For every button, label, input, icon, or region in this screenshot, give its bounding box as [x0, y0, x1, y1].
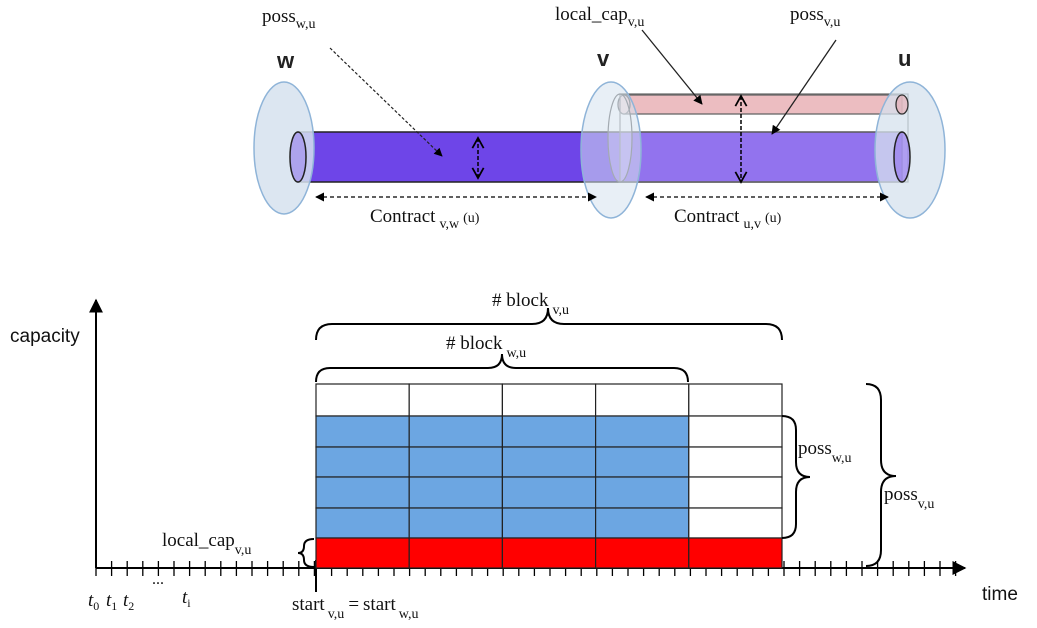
capacity-blocks: [315, 383, 783, 569]
block-cell-empty: [688, 507, 783, 539]
block-cell-poss-wu: [408, 446, 504, 478]
pointer-poss-wu: [329, 47, 443, 157]
y-axis-label: capacity: [10, 326, 80, 347]
tick-ellipsis: ...: [152, 571, 164, 588]
brace-block-vu: [315, 307, 783, 341]
node-v-label: v: [597, 46, 610, 71]
block-cell-empty: [688, 446, 783, 478]
tick-label-t1: t1: [106, 590, 117, 613]
node-w-label: w: [276, 48, 295, 73]
block-cell-poss-wu: [315, 476, 410, 509]
tick-label-t0: t0: [88, 590, 99, 613]
block-cell-poss-wu: [594, 507, 690, 539]
label-block-vu: # block v,u: [492, 290, 569, 318]
tick-label-t2: t2: [123, 590, 134, 613]
outer-tube-v-u: [619, 93, 909, 183]
label-local-cap-bottom: local_capv,u: [162, 530, 251, 558]
label-poss-wu-top: possw,u: [262, 6, 316, 32]
block-cell-poss-wu: [501, 476, 597, 509]
block-cell-local-cap: [688, 537, 783, 569]
block-cell-empty: [688, 415, 783, 448]
brace-poss-vu: [865, 383, 897, 567]
block-cell-local-cap: [594, 537, 690, 569]
block-cell-poss-wu: [594, 476, 690, 509]
block-cell-local-cap: [501, 537, 597, 569]
purple-pipe-left-cap-front: [289, 131, 307, 183]
block-cell-empty: [688, 383, 783, 417]
label-poss-wu-bottom: possw,u: [798, 438, 852, 466]
pipe-diagram: w v u possw,u local_capv,u possv,u Contr…: [253, 4, 946, 232]
block-cell-empty: [688, 476, 783, 509]
timeline-diagram: capacity time # block v,u # block w,u poss…: [10, 290, 1018, 622]
block-cell-empty: [315, 383, 410, 417]
label-start: start v,u = start w,u: [292, 594, 418, 622]
pointer-local-cap: [641, 29, 703, 105]
block-cell-poss-wu: [408, 507, 504, 539]
label-poss-vu-bottom: possv,u: [884, 484, 934, 512]
node-u-label: u: [898, 46, 911, 71]
block-cell-empty: [594, 383, 690, 417]
x-axis-label: time: [982, 584, 1018, 605]
block-cell-poss-wu: [594, 415, 690, 448]
block-cell-poss-wu: [315, 507, 410, 539]
label-contract-uv: Contract u,v (u): [674, 206, 782, 232]
brace-block-wu: [315, 353, 689, 383]
block-cell-poss-wu: [594, 446, 690, 478]
block-cell-empty: [501, 383, 597, 417]
label-poss-vu-top: possv,u: [790, 4, 840, 30]
block-cell-poss-wu: [408, 415, 504, 448]
block-cell-local-cap: [315, 537, 410, 569]
brace-local-cap: [297, 538, 315, 568]
block-cell-poss-wu: [501, 507, 597, 539]
block-cell-poss-wu: [501, 446, 597, 478]
block-cell-poss-wu: [501, 415, 597, 448]
purple-pipe-right-cap: [893, 131, 911, 183]
block-cell-empty: [408, 383, 504, 417]
block-cell-poss-wu: [408, 476, 504, 509]
label-contract-vw: Contract v,w (u): [370, 206, 480, 232]
block-cell-poss-wu: [315, 446, 410, 478]
brace-poss-wu: [781, 415, 811, 539]
pointer-poss-vu: [771, 39, 837, 135]
block-cell-local-cap: [408, 537, 504, 569]
tick-label-ti: ti: [182, 587, 191, 610]
node-v-disc: [580, 81, 642, 219]
block-cell-poss-wu: [315, 415, 410, 448]
label-local-cap-top: local_capv,u: [555, 4, 644, 30]
node-w-disc: [253, 81, 315, 215]
label-block-wu: # block w,u: [446, 333, 526, 361]
pink-pipe-right-cap: [895, 94, 909, 115]
